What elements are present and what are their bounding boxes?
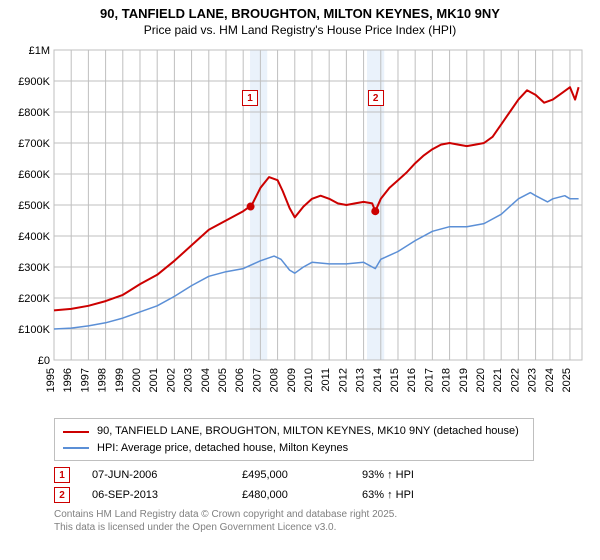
line-chart-svg: £0 £100K £200K £300K £400K £500K £600K £700K £80… (10, 42, 590, 412)
sale-date-1: 07-JUN-2006 (92, 469, 242, 481)
svg-text:2000: 2000 (131, 368, 143, 392)
svg-text:2005: 2005 (217, 368, 229, 392)
svg-text:£500K: £500K (18, 200, 50, 212)
chart-sale-marker-2: 2 (368, 90, 384, 106)
svg-text:£200K: £200K (18, 293, 50, 305)
svg-text:2002: 2002 (165, 368, 177, 392)
chart-title-line1: 90, TANFIELD LANE, BROUGHTON, MILTON KEY… (10, 6, 590, 23)
svg-text:2015: 2015 (389, 368, 401, 392)
svg-text:2007: 2007 (251, 368, 263, 392)
chart-area: £0 £100K £200K £300K £400K £500K £600K £700K £80… (10, 42, 590, 412)
svg-text:2019: 2019 (458, 368, 470, 392)
chart-sale-marker-1: 1 (242, 90, 258, 106)
svg-text:£700K: £700K (18, 138, 50, 150)
legend-label-price-paid: 90, TANFIELD LANE, BROUGHTON, MILTON KEY… (97, 423, 519, 440)
sale-row-1: 1 07-JUN-2006 £495,000 93% ↑ HPI (54, 465, 534, 485)
footer-line-1: Contains HM Land Registry data © Crown c… (54, 509, 590, 522)
svg-text:2014: 2014 (372, 368, 384, 392)
svg-text:2006: 2006 (234, 368, 246, 392)
chart-container: 90, TANFIELD LANE, BROUGHTON, MILTON KEY… (0, 0, 600, 538)
svg-text:2025: 2025 (561, 368, 573, 392)
svg-text:£400K: £400K (18, 231, 50, 243)
sale-price-2: £480,000 (242, 489, 362, 501)
legend: 90, TANFIELD LANE, BROUGHTON, MILTON KEY… (54, 418, 534, 461)
svg-text:1997: 1997 (79, 368, 91, 392)
svg-text:2021: 2021 (492, 368, 504, 392)
sale-hpi-1: 93% ↑ HPI (362, 469, 534, 481)
svg-text:2013: 2013 (355, 368, 367, 392)
svg-text:2012: 2012 (337, 368, 349, 392)
sale-markers-table: 1 07-JUN-2006 £495,000 93% ↑ HPI 2 06-SE… (54, 465, 534, 505)
svg-text:£0: £0 (38, 355, 50, 367)
sale-row-2: 2 06-SEP-2013 £480,000 63% ↑ HPI (54, 485, 534, 505)
svg-text:2001: 2001 (148, 368, 160, 392)
svg-text:2016: 2016 (406, 368, 418, 392)
svg-text:2023: 2023 (527, 368, 539, 392)
svg-text:£800K: £800K (18, 107, 50, 119)
sale-marker-box-2: 2 (54, 487, 70, 503)
svg-text:£300K: £300K (18, 262, 50, 274)
legend-label-hpi: HPI: Average price, detached house, Milt… (97, 440, 348, 457)
svg-text:£600K: £600K (18, 169, 50, 181)
legend-swatch-hpi (63, 447, 89, 449)
svg-text:2003: 2003 (183, 368, 195, 392)
svg-text:£100K: £100K (18, 324, 50, 336)
chart-title-line2: Price paid vs. HM Land Registry's House … (10, 23, 590, 39)
legend-row-2: HPI: Average price, detached house, Milt… (63, 440, 525, 457)
footer: Contains HM Land Registry data © Crown c… (54, 509, 590, 534)
svg-text:£900K: £900K (18, 76, 50, 88)
legend-row-1: 90, TANFIELD LANE, BROUGHTON, MILTON KEY… (63, 423, 525, 440)
svg-text:2020: 2020 (475, 368, 487, 392)
svg-text:2008: 2008 (269, 368, 281, 392)
svg-text:£1M: £1M (29, 45, 50, 57)
legend-swatch-price-paid (63, 431, 89, 433)
sale-date-2: 06-SEP-2013 (92, 489, 242, 501)
svg-text:1999: 1999 (114, 368, 126, 392)
sale-marker-box-1: 1 (54, 467, 70, 483)
svg-text:2024: 2024 (544, 368, 556, 392)
svg-text:2018: 2018 (441, 368, 453, 392)
svg-text:1995: 1995 (45, 368, 57, 392)
svg-text:2004: 2004 (200, 368, 212, 392)
svg-text:2017: 2017 (423, 368, 435, 392)
svg-text:2022: 2022 (509, 368, 521, 392)
sale-price-1: £495,000 (242, 469, 362, 481)
svg-text:2010: 2010 (303, 368, 315, 392)
sale-hpi-2: 63% ↑ HPI (362, 489, 534, 501)
svg-text:1998: 1998 (97, 368, 109, 392)
svg-text:2009: 2009 (286, 368, 298, 392)
svg-text:1996: 1996 (62, 368, 74, 392)
svg-text:2011: 2011 (320, 368, 332, 392)
footer-line-2: This data is licensed under the Open Gov… (54, 522, 590, 535)
